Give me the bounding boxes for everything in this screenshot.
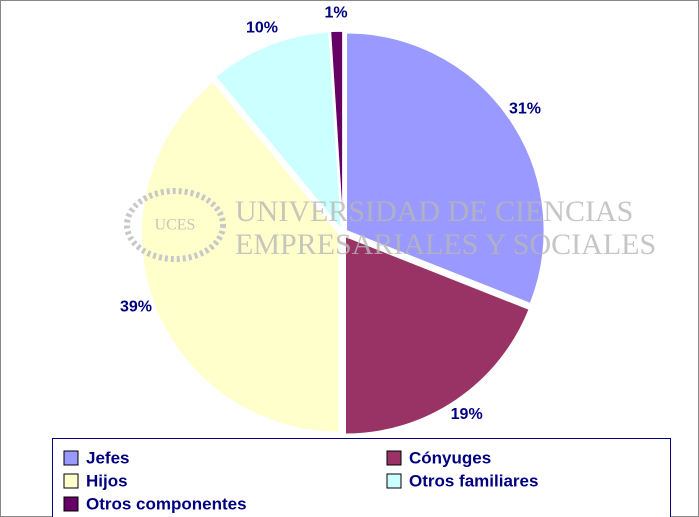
pie	[140, 30, 546, 436]
watermark-text: EMPRESARIALES Y SOCIALES	[235, 228, 656, 261]
legend-swatch	[63, 450, 79, 466]
legend-swatch	[63, 473, 79, 489]
watermark: UCES UNIVERSIDAD DE CIENCIAS EMPRESARIAL…	[124, 188, 656, 262]
legend-label: Cónyuges	[409, 448, 491, 467]
legend-swatch	[63, 496, 79, 512]
slice	[214, 30, 343, 232]
watermark-text: UNIVERSIDAD DE CIENCIAS	[235, 195, 633, 228]
data-label: 19%	[451, 406, 483, 423]
data-label: 31%	[509, 101, 541, 118]
legend-label: Otros familiares	[409, 471, 538, 490]
watermark-text: UCES	[155, 217, 196, 234]
legend-swatch	[386, 473, 402, 489]
slice	[344, 235, 531, 436]
legend-label: Hijos	[86, 471, 128, 490]
slice	[345, 32, 546, 305]
legend-label: Jefes	[86, 448, 129, 467]
legend-label: Otros componentes	[86, 494, 247, 513]
watermark-logo	[124, 188, 226, 262]
data-label: 10%	[246, 20, 278, 37]
data-label: 39%	[120, 299, 152, 316]
data-label: 1%	[325, 4, 348, 21]
legend	[52, 438, 671, 517]
slice	[140, 80, 340, 434]
legend-swatch	[386, 450, 402, 466]
slice	[329, 30, 344, 230]
